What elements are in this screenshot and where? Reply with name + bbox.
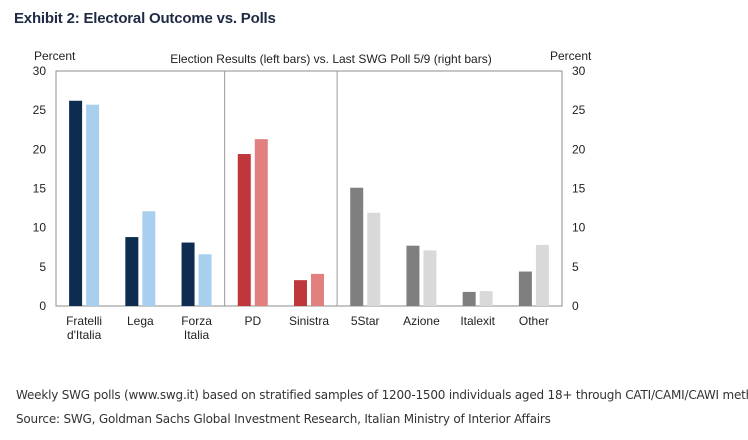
y-tick-label-left: 30 xyxy=(33,64,47,78)
x-tick-label: Other xyxy=(519,314,549,328)
x-tick-label-line: Italia xyxy=(184,328,210,342)
x-tick-label: Lega xyxy=(127,314,154,328)
bar-election-result xyxy=(350,187,364,306)
y-tick-label-left: 25 xyxy=(33,103,47,117)
bar-swg-poll xyxy=(479,291,493,306)
x-tick-label: 5Star xyxy=(351,314,380,328)
bar-swg-poll xyxy=(86,104,100,306)
y-tick-label-right: 20 xyxy=(572,142,586,156)
bar-swg-poll xyxy=(535,244,549,306)
y-tick-label-left: 5 xyxy=(39,260,46,274)
x-tick-label-line: Forza xyxy=(181,314,212,328)
y-tick-label-left: 20 xyxy=(33,142,47,156)
x-tick-label: Italexit xyxy=(460,314,495,328)
bar-swg-poll xyxy=(367,212,381,306)
x-tick-label-line: 5Star xyxy=(351,314,380,328)
y-tick-label-left: 15 xyxy=(33,182,47,196)
x-tick-label: Fratelli d'Italia xyxy=(66,314,102,342)
bar-swg-poll xyxy=(142,211,156,306)
y-tick-label-right: 25 xyxy=(572,103,586,117)
x-tick-label-line: Other xyxy=(519,314,549,328)
y-tick-label-right: 0 xyxy=(572,299,579,313)
y-tick-label-right: 15 xyxy=(572,182,586,196)
bar-election-result xyxy=(294,280,307,306)
y-axis-label-right: Percent xyxy=(550,49,592,63)
bar-swg-poll xyxy=(311,273,324,306)
x-tick-label-line: Sinistra xyxy=(289,314,329,328)
x-tick-label: Sinistra xyxy=(289,314,329,328)
footnote: Weekly SWG polls (www.swg.it) based on s… xyxy=(16,388,748,402)
y-tick-label-right: 10 xyxy=(572,221,586,235)
x-tick-label: PD xyxy=(244,314,261,328)
bar-election-result xyxy=(462,291,476,306)
plot-frame xyxy=(55,70,563,307)
y-tick-label-left: 0 xyxy=(39,299,46,313)
x-tick-label-line: Lega xyxy=(127,314,154,328)
bar-swg-poll xyxy=(423,250,437,306)
x-tick-label-line: Italexit xyxy=(460,314,495,328)
bar-election-result xyxy=(237,154,251,306)
x-tick-label-line: Azione xyxy=(403,314,440,328)
bar-election-result xyxy=(181,242,195,306)
y-tick-label-right: 5 xyxy=(572,260,579,274)
x-tick-label-line: PD xyxy=(244,314,261,328)
bar-election-result xyxy=(518,271,532,306)
y-tick-label-right: 30 xyxy=(572,64,586,78)
x-tick-label-line: Fratelli xyxy=(66,314,102,328)
chart-title: Election Results (left bars) vs. Last SW… xyxy=(170,52,491,66)
exhibit-title: Exhibit 2: Electoral Outcome vs. Polls xyxy=(14,10,276,27)
source-note: Source: SWG, Goldman Sachs Global Invest… xyxy=(16,412,551,426)
y-tick-label-left: 10 xyxy=(33,221,47,235)
x-tick-label-line: d'Italia xyxy=(67,328,102,342)
bar-swg-poll xyxy=(198,254,212,306)
bar-election-result xyxy=(125,237,139,306)
x-tick-label: Azione xyxy=(403,314,440,328)
bar-election-result xyxy=(406,245,420,306)
x-tick-label: Forza Italia xyxy=(181,314,212,342)
y-axis-label-left: Percent xyxy=(34,49,76,63)
bar-election-result xyxy=(69,100,83,307)
bar-swg-poll xyxy=(254,139,268,306)
